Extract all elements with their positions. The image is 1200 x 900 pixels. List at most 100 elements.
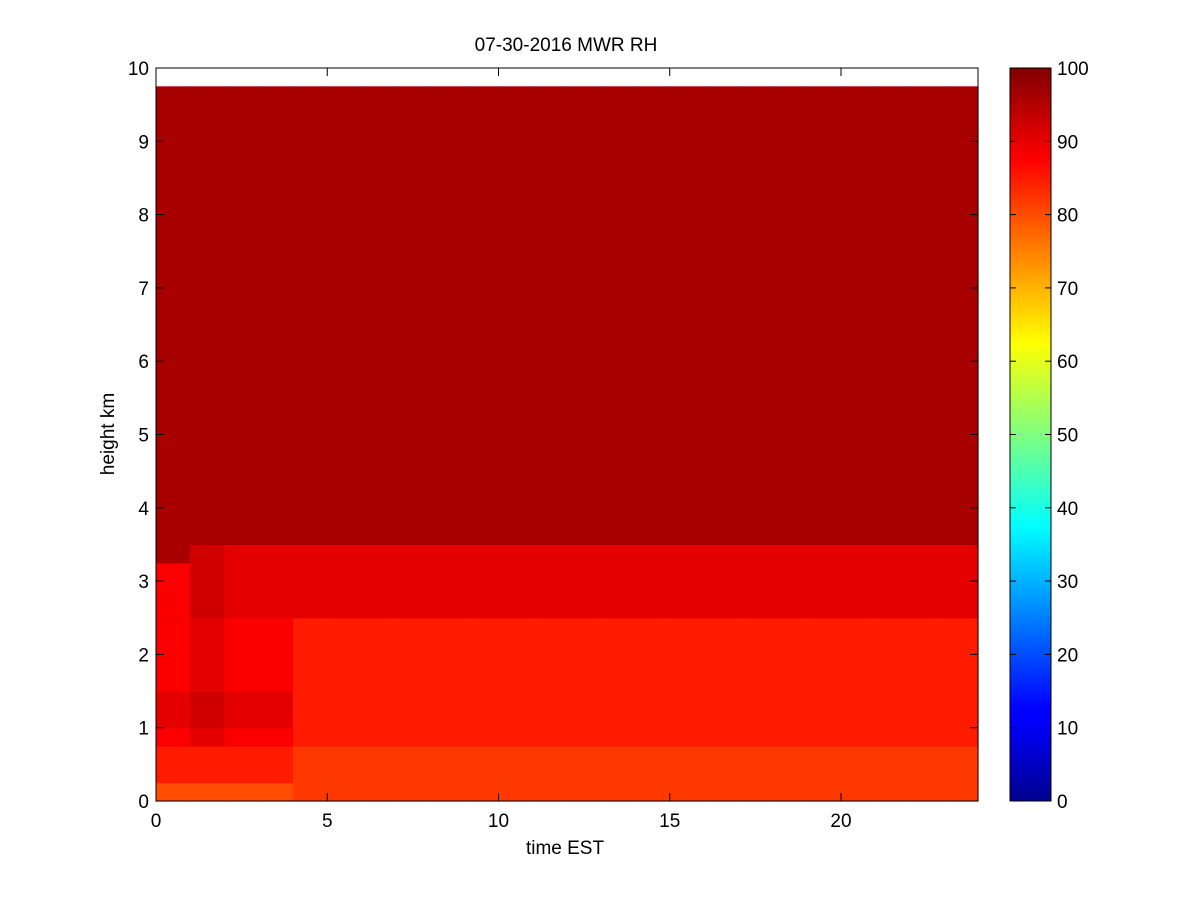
heatmap-cell — [943, 324, 979, 344]
heatmap-cell — [806, 416, 842, 436]
heatmap-cell — [190, 104, 226, 124]
heatmap-cell — [224, 159, 260, 179]
heatmap-cell — [498, 122, 534, 142]
heatmap-cell — [806, 526, 842, 546]
heatmap-cell — [464, 709, 500, 729]
heatmap-cell — [704, 122, 739, 142]
heatmap-cell — [498, 617, 534, 637]
heatmap-cell — [669, 672, 705, 692]
heatmap-cell — [635, 141, 671, 161]
heatmap-cell — [430, 342, 465, 362]
heatmap-cell — [738, 617, 774, 637]
colorbar-ticks: 0 10 20 30 40 50 60 70 80 90 100 — [1010, 59, 1089, 813]
heatmap-cell — [156, 691, 191, 710]
heatmap-cell — [909, 397, 945, 417]
heatmap-cell — [464, 764, 500, 784]
heatmap-cell — [156, 177, 191, 197]
heatmap-cell — [567, 379, 602, 399]
heatmap-cell — [224, 232, 260, 252]
heatmap-cell — [293, 232, 328, 252]
heatmap-cell — [772, 196, 808, 216]
heatmap-cell — [772, 452, 808, 472]
heatmap-cell — [464, 122, 500, 142]
heatmap-cell — [738, 489, 774, 509]
heatmap-cell — [395, 562, 431, 582]
heatmap-cell — [156, 416, 191, 436]
heatmap-cell — [532, 196, 568, 216]
heatmap-cell — [293, 251, 328, 271]
heatmap-cell — [395, 397, 431, 417]
heatmap-cell — [361, 177, 397, 197]
colorbar-tick-label: 50 — [1057, 426, 1078, 447]
heatmap-cell — [567, 452, 602, 472]
heatmap-cell — [875, 251, 911, 271]
heatmap-cell — [772, 177, 808, 197]
heatmap-cell — [293, 746, 328, 765]
heatmap-cell — [395, 214, 431, 234]
heatmap-cell — [943, 141, 979, 161]
heatmap-cell — [190, 727, 226, 747]
heatmap-cell — [293, 599, 328, 619]
heatmap-cell — [841, 746, 876, 765]
heatmap-cell — [498, 324, 534, 344]
heatmap-cell — [841, 379, 876, 399]
heatmap-cell — [943, 617, 979, 637]
heatmap-cell — [190, 562, 226, 582]
heatmap-cell — [293, 471, 328, 491]
heatmap-cell — [806, 269, 842, 289]
heatmap-cell — [772, 526, 808, 546]
heatmap-cell — [327, 709, 363, 729]
heatmap-cell — [156, 581, 191, 601]
heatmap-cell — [601, 636, 637, 655]
heatmap-cell — [430, 434, 465, 454]
heatmap-cell — [430, 251, 465, 271]
heatmap-cell — [395, 544, 431, 564]
heatmap-cell — [498, 782, 534, 802]
heatmap-cell — [909, 782, 945, 802]
heatmap-cell — [395, 177, 431, 197]
heatmap-cell — [224, 544, 260, 564]
heatmap-cell — [601, 251, 637, 271]
heatmap-cell — [943, 471, 979, 491]
heatmap-cell — [841, 599, 876, 619]
heatmap-cell — [464, 782, 500, 802]
heatmap-cell — [669, 104, 705, 124]
heatmap-cell — [738, 434, 774, 454]
heatmap-cell — [704, 141, 739, 161]
heatmap-cell — [875, 342, 911, 362]
heatmap-cell — [224, 397, 260, 417]
heatmap-cell — [532, 691, 568, 710]
heatmap-cell — [772, 379, 808, 399]
heatmap-cell — [635, 104, 671, 124]
heatmap-cell — [909, 581, 945, 601]
heatmap-cell — [498, 86, 534, 106]
heatmap-cell — [875, 361, 911, 381]
heatmap-cell — [464, 599, 500, 619]
heatmap-cell — [532, 214, 568, 234]
heatmap-cell — [395, 782, 431, 802]
heatmap-cell — [772, 416, 808, 436]
heatmap-cell — [875, 562, 911, 582]
heatmap-cell — [704, 397, 739, 417]
heatmap-cell — [258, 599, 294, 619]
heatmap-cell — [156, 397, 191, 417]
heatmap-cell — [361, 654, 397, 674]
heatmap-cell — [669, 141, 705, 161]
heatmap-cell — [224, 691, 260, 710]
heatmap-cell — [532, 141, 568, 161]
heatmap-cell — [327, 544, 363, 564]
heatmap-cell — [841, 452, 876, 472]
heatmap-cell — [327, 141, 363, 161]
heatmap-cell — [258, 452, 294, 472]
heatmap-cell — [395, 324, 431, 344]
heatmap-cell — [669, 507, 705, 527]
heatmap-cell — [772, 599, 808, 619]
heatmap-cell — [430, 599, 465, 619]
heatmap-cell — [395, 141, 431, 161]
heatmap-cell — [909, 562, 945, 582]
heatmap-cell — [361, 232, 397, 252]
heatmap-cell — [498, 691, 534, 710]
heatmap-cell — [635, 434, 671, 454]
heatmap-cell — [532, 434, 568, 454]
heatmap-cell — [806, 617, 842, 637]
